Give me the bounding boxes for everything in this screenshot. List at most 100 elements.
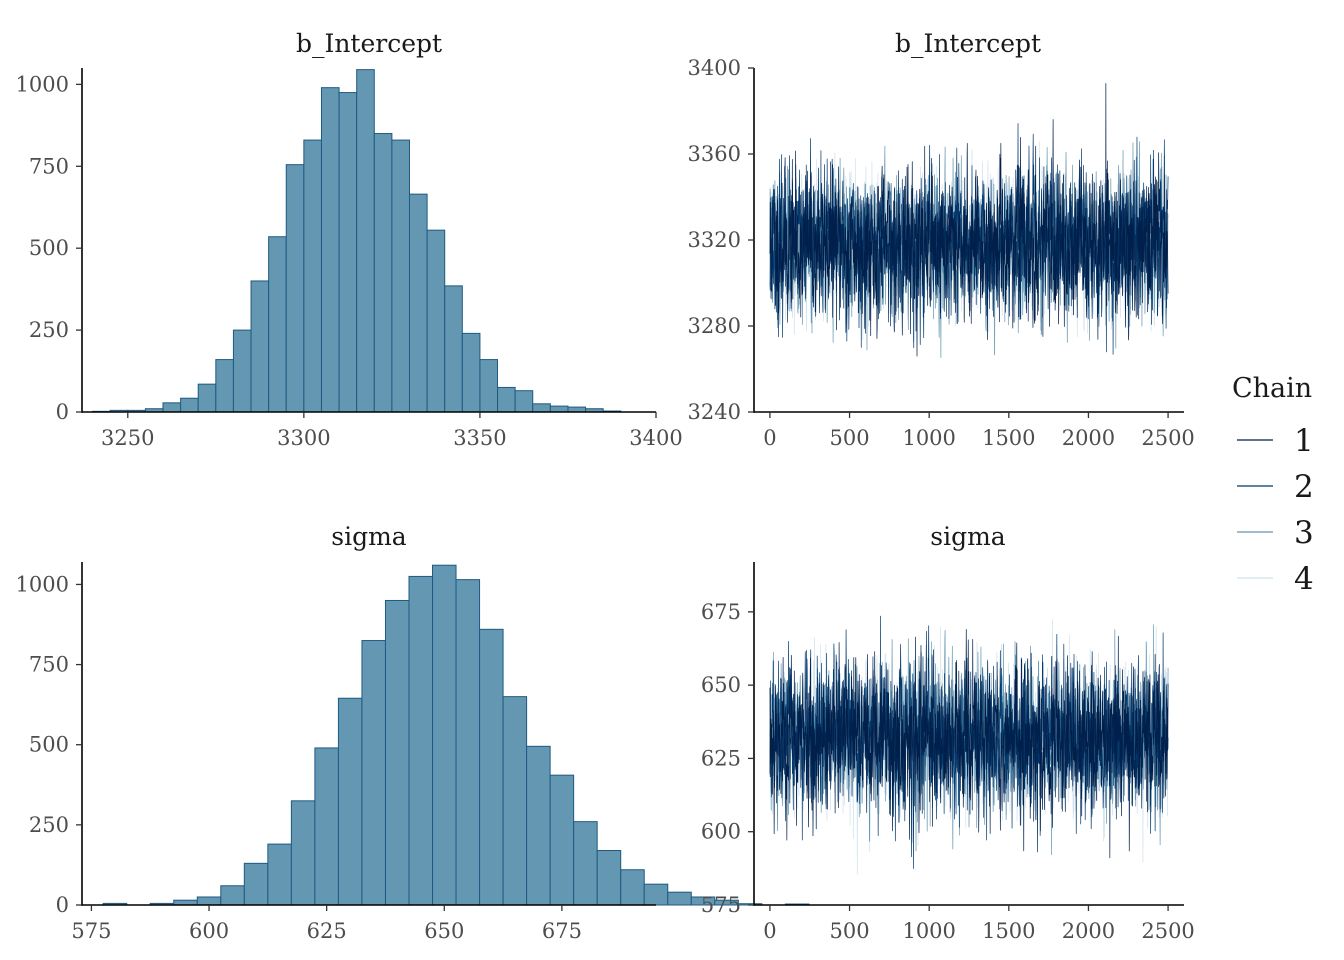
legend-title: Chain: [1232, 373, 1312, 404]
x-tick-label: 650: [424, 919, 464, 943]
histogram-bar: [232, 329, 252, 413]
y-tick-label: 3240: [688, 400, 741, 424]
histogram-bar: [596, 850, 622, 906]
histogram-bar: [643, 883, 669, 906]
histogram-panel-sigma: sigma 575 600 625 650 675 0 250 500 750 1000: [16, 522, 810, 943]
y-tick-label: 625: [701, 746, 741, 770]
histogram-bar: [573, 821, 598, 906]
y-tick-label: 575: [701, 893, 741, 917]
histogram-bar: [303, 139, 322, 413]
y-tick-label: 500: [29, 733, 69, 757]
histogram-bar: [373, 133, 393, 413]
x-tick-label: 1500: [982, 426, 1035, 450]
y-tick-label: 750: [29, 154, 69, 178]
histogram-bar: [549, 774, 575, 906]
x-tick-label: 3400: [629, 426, 682, 450]
y-tick-label: 3400: [688, 56, 741, 80]
y-tick-label: 500: [29, 236, 69, 260]
histogram-bar: [285, 164, 305, 413]
y-tick-label: 675: [701, 600, 741, 624]
histogram-bar: [497, 386, 516, 413]
x-tick-label: 2000: [1062, 426, 1115, 450]
histogram-bar: [215, 359, 234, 413]
histogram-bar: [514, 390, 534, 413]
histogram-bar: [250, 280, 270, 413]
histogram-bar: [391, 139, 410, 413]
histogram-bar: [361, 640, 386, 906]
x-tick-label: 1000: [902, 426, 955, 450]
x-tick-label: 575: [71, 919, 111, 943]
histogram-bar: [356, 69, 375, 413]
histogram-bar: [455, 579, 481, 906]
histogram-bar: [196, 896, 222, 906]
chain-legend: Chain 1 2 3 4: [1232, 373, 1314, 597]
histogram-panel-b-intercept: b_Intercept 3250 3300 3350 3400 0 250 500 750 10…: [16, 29, 683, 450]
x-tick-label: 625: [307, 919, 347, 943]
histogram-bar: [432, 564, 457, 906]
x-tick-label: 2000: [1062, 919, 1115, 943]
trace-panel-sigma: sigma 0 500 1000 1500 2000 2500 575 600 625 650 67…: [701, 522, 1195, 943]
x-tick-label: 0: [763, 426, 776, 450]
trace-panel-b-intercept: b_Intercept 0 500 1000 1500 2000 2500 3240 3280…: [688, 29, 1195, 450]
x-tick-label: 3250: [101, 426, 154, 450]
histogram-bar: [444, 285, 463, 413]
histogram-bar: [337, 697, 363, 906]
histogram-bar: [461, 332, 481, 413]
panel-title: sigma: [331, 522, 407, 551]
histogram-bar: [426, 229, 446, 413]
x-tick-label: 3300: [277, 426, 330, 450]
panel-title: sigma: [930, 522, 1006, 551]
histogram-bar: [290, 800, 316, 906]
histogram-bar: [268, 236, 287, 413]
panel-title: b_Intercept: [895, 29, 1041, 58]
legend-entry: 2: [1237, 469, 1314, 505]
histogram-bar: [549, 405, 569, 413]
x-tick-label: 500: [830, 426, 870, 450]
y-tick-label: 0: [56, 893, 69, 917]
y-tick-label: 3280: [688, 314, 741, 338]
panel-title: b_Intercept: [296, 29, 442, 58]
histogram-bar: [320, 87, 340, 413]
x-tick-label: 3350: [453, 426, 506, 450]
histogram-bar: [479, 359, 499, 413]
y-tick-label: 3320: [688, 228, 741, 252]
legend-label: 3: [1294, 515, 1314, 551]
y-tick-label: 0: [56, 400, 69, 424]
legend-entry: 3: [1237, 515, 1314, 551]
histogram-bar: [314, 747, 339, 906]
legend-label: 4: [1294, 561, 1314, 597]
legend-label: 1: [1294, 423, 1314, 459]
trace-line-chain-1: [769, 628, 1169, 859]
x-tick-label: 1500: [982, 919, 1035, 943]
histogram-bar: [532, 403, 551, 413]
histogram-bar: [408, 193, 428, 413]
histogram-bar: [384, 599, 410, 906]
histogram-bar: [502, 696, 528, 906]
legend-entry: 4: [1237, 561, 1314, 597]
x-tick-label: 2500: [1141, 426, 1194, 450]
histogram-bar: [479, 628, 504, 906]
histogram-bar: [197, 383, 217, 413]
x-tick-label: 2500: [1141, 919, 1194, 943]
x-tick-label: 0: [763, 919, 776, 943]
histogram-bar: [180, 397, 199, 413]
histogram-bar: [338, 92, 358, 413]
histogram-bar: [526, 745, 551, 906]
histogram-bar: [243, 862, 269, 906]
x-tick-label: 1000: [902, 919, 955, 943]
histogram-bar: [267, 843, 292, 906]
y-tick-label: 3360: [688, 142, 741, 166]
histogram-bar: [667, 891, 692, 906]
y-tick-label: 750: [29, 653, 69, 677]
histogram-bar: [162, 402, 182, 413]
x-tick-label: 500: [830, 919, 870, 943]
trace-line-chain-1: [769, 83, 1169, 357]
y-tick-label: 250: [29, 813, 69, 837]
legend-label: 2: [1294, 469, 1314, 505]
histogram-bar: [220, 885, 245, 906]
y-tick-label: 650: [701, 673, 741, 697]
histogram-bar: [620, 869, 645, 906]
y-tick-label: 250: [29, 318, 69, 342]
x-tick-label: 675: [542, 919, 582, 943]
